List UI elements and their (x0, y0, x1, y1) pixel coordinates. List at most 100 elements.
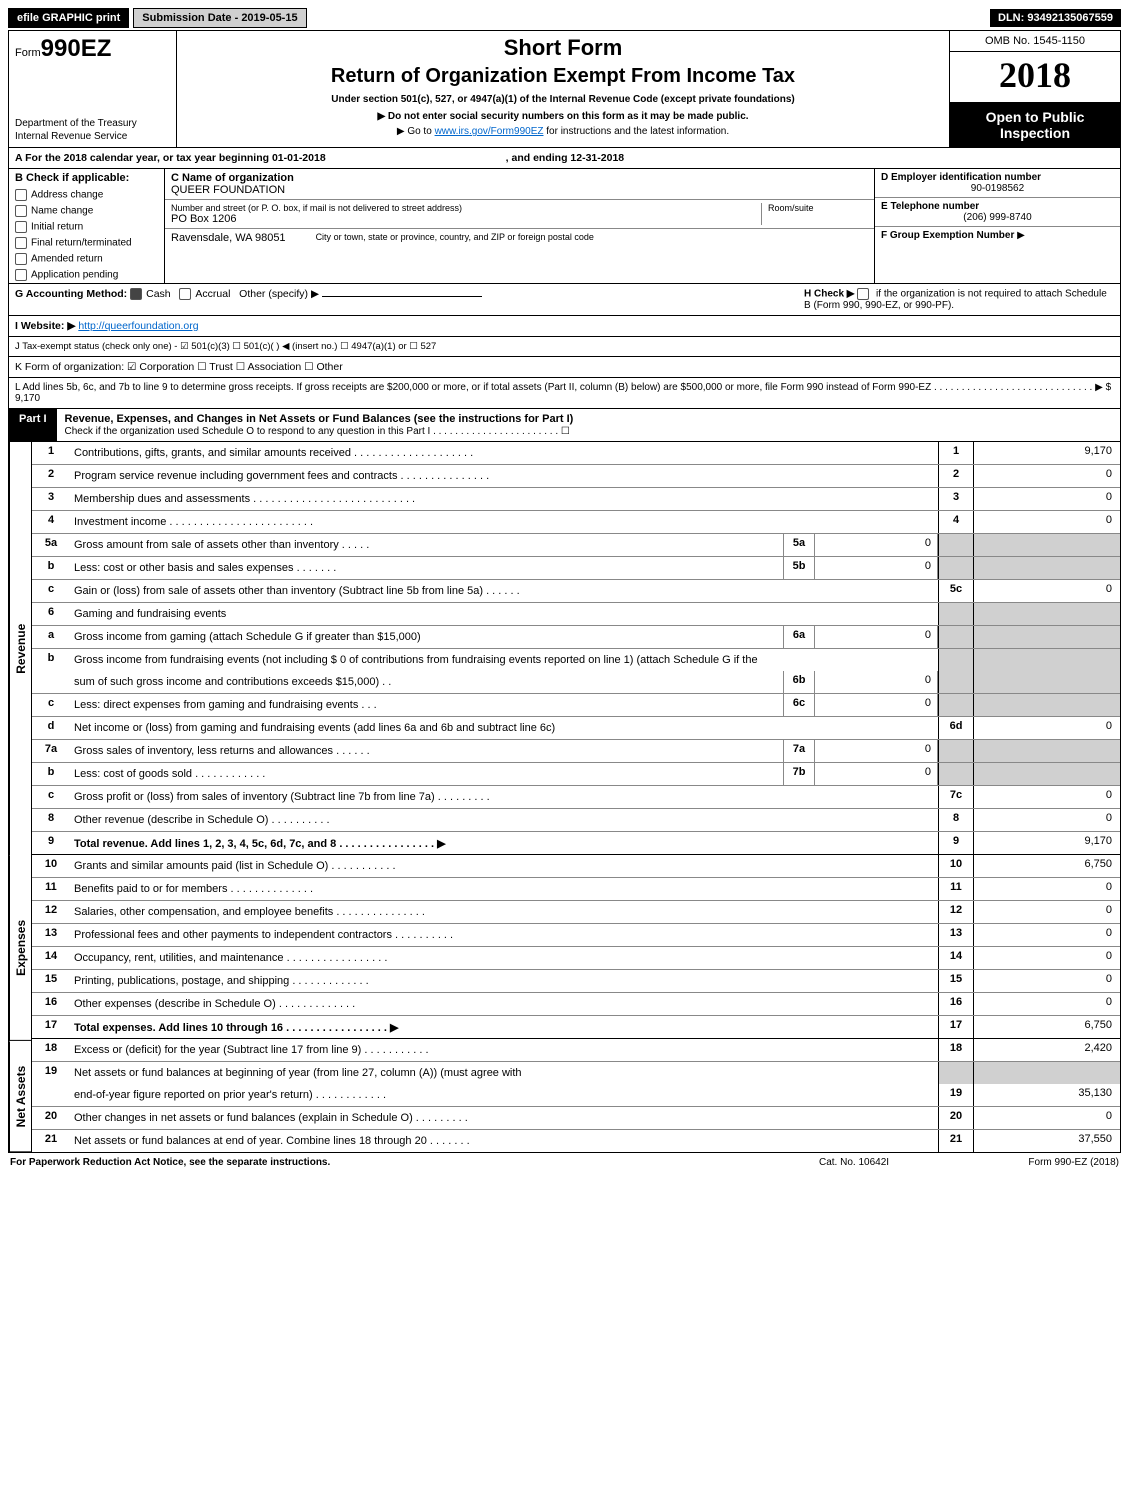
line-19-num (32, 1084, 70, 1106)
line-21-val: 37,550 (974, 1130, 1120, 1152)
irs-link[interactable]: www.irs.gov/Form990EZ (435, 126, 544, 137)
part1-desc: Revenue, Expenses, and Changes in Net As… (57, 409, 1120, 441)
line-20: 20 Other changes in net assets or fund b… (32, 1107, 1120, 1130)
line-16-val: 0 (974, 993, 1120, 1015)
open-line1: Open to Public (952, 109, 1118, 125)
line-13-val: 0 (974, 924, 1120, 946)
accrual-checkbox[interactable] (179, 288, 191, 300)
check-amended-return[interactable]: Amended return (9, 251, 164, 267)
line-13: 13 Professional fees and other payments … (32, 924, 1120, 947)
check-initial-return[interactable]: Initial return (9, 219, 164, 235)
line-11-desc: Benefits paid to or for members . . . . … (70, 878, 938, 900)
efile-print-button[interactable]: efile GRAPHIC print (8, 8, 129, 28)
form-header-mid: Short Form Return of Organization Exempt… (177, 31, 949, 147)
other-label: Other (specify) ▶ (239, 288, 319, 300)
line-11-val: 0 (974, 878, 1120, 900)
check-application-pending[interactable]: Application pending (9, 267, 164, 283)
ein-cell: D Employer identification number 90-0198… (875, 169, 1120, 198)
website-link[interactable]: http://queerfoundation.org (78, 320, 198, 332)
line-21-box: 21 (938, 1130, 974, 1152)
org-name: QUEER FOUNDATION (171, 184, 285, 196)
line-5a-num: 5a (32, 534, 70, 556)
line-6c-num: c (32, 694, 70, 716)
h-checkbox[interactable] (857, 288, 869, 300)
line-4-box: 4 (938, 511, 974, 533)
line-12-val: 0 (974, 901, 1120, 923)
line-19-desc: end-of-year figure reported on prior yea… (70, 1084, 938, 1106)
line-18: 18 Excess or (deficit) for the year (Sub… (32, 1039, 1120, 1062)
line-8-desc: Other revenue (describe in Schedule O) .… (70, 809, 938, 831)
check-final-return[interactable]: Final return/terminated (9, 235, 164, 251)
line-13-num: 13 (32, 924, 70, 946)
line-1-num: 1 (32, 442, 70, 464)
form-note-ssn: ▶ Do not enter social security numbers o… (187, 111, 939, 122)
open-to-public: Open to Public Inspection (950, 103, 1120, 147)
line-6c-greyval (974, 694, 1120, 716)
line-7a-num: 7a (32, 740, 70, 762)
line-5a-greyval (974, 534, 1120, 556)
line-20-num: 20 (32, 1107, 70, 1129)
line-14-box: 14 (938, 947, 974, 969)
line-5a: 5a Gross amount from sale of assets othe… (32, 534, 1120, 557)
line-6a: a Gross income from gaming (attach Sched… (32, 626, 1120, 649)
cal-year-begin: A For the 2018 calendar year, or tax yea… (15, 152, 326, 164)
line-11: 11 Benefits paid to or for members . . .… (32, 878, 1120, 901)
line-9-num: 9 (32, 832, 70, 854)
city-row: Ravensdale, WA 98051 City or town, state… (165, 229, 874, 247)
line-5c-val: 0 (974, 580, 1120, 602)
line-5b-num: b (32, 557, 70, 579)
line-7b-greyval (974, 763, 1120, 785)
line-6bpre-greybox (938, 649, 974, 671)
d-label: D Employer identification number (881, 172, 1114, 183)
line-5c-box: 5c (938, 580, 974, 602)
line-19: end-of-year figure reported on prior yea… (32, 1084, 1120, 1107)
e-value: (206) 999-8740 (881, 212, 1114, 223)
omb-number: OMB No. 1545-1150 (950, 31, 1120, 52)
section-abcdef: B Check if applicable: Address change Na… (8, 169, 1121, 284)
line-21-num: 21 (32, 1130, 70, 1152)
line-13-desc: Professional fees and other payments to … (70, 924, 938, 946)
f-label: F Group Exemption Number (881, 230, 1014, 241)
line-19a-greybox (938, 1062, 974, 1084)
line-10-val: 6,750 (974, 855, 1120, 877)
line-12-num: 12 (32, 901, 70, 923)
group-exemption-cell: F Group Exemption Number ▶ (875, 227, 1120, 244)
check-name-change[interactable]: Name change (9, 203, 164, 219)
line-21-desc: Net assets or fund balances at end of ye… (70, 1130, 938, 1152)
submission-date: Submission Date - 2019-05-15 (133, 8, 306, 28)
department-info: Department of the Treasury Internal Reve… (15, 117, 170, 143)
short-form-label: Short Form (187, 35, 939, 61)
line-4-num: 4 (32, 511, 70, 533)
line-5a-sub: 5a (783, 534, 815, 556)
line-17-box: 17 (938, 1016, 974, 1038)
line-16-box: 16 (938, 993, 974, 1015)
line-5b-subval: 0 (815, 557, 938, 579)
h-label: H Check ▶ (804, 289, 854, 300)
form-title: Return of Organization Exempt From Incom… (187, 65, 939, 88)
line-5b-greybox (938, 557, 974, 579)
check-address-change[interactable]: Address change (9, 187, 164, 203)
line-20-val: 0 (974, 1107, 1120, 1129)
line-5a-desc: Gross amount from sale of assets other t… (70, 534, 783, 556)
line-2-val: 0 (974, 465, 1120, 487)
line-2-box: 2 (938, 465, 974, 487)
line-10: 10 Grants and similar amounts paid (list… (32, 855, 1120, 878)
line-1-val: 9,170 (974, 442, 1120, 464)
part1-tag: Part I (9, 409, 57, 441)
line-6b-greybox (938, 671, 974, 693)
line-7a-greyval (974, 740, 1120, 762)
line-18-box: 18 (938, 1039, 974, 1061)
check-name-change-label: Name change (31, 206, 93, 217)
line-6a-subval: 0 (815, 626, 938, 648)
line-6a-num: a (32, 626, 70, 648)
line-14-desc: Occupancy, rent, utilities, and maintena… (70, 947, 938, 969)
line-11-num: 11 (32, 878, 70, 900)
check-amended-return-label: Amended return (31, 254, 103, 265)
line-2: 2 Program service revenue including gove… (32, 465, 1120, 488)
phone-cell: E Telephone number (206) 999-8740 (875, 198, 1120, 227)
cash-checkbox[interactable] (130, 288, 142, 300)
netassets-vlabel: Net Assets (9, 1041, 32, 1152)
line-20-desc: Other changes in net assets or fund bala… (70, 1107, 938, 1129)
line-7b-num: b (32, 763, 70, 785)
line-7c-num: c (32, 786, 70, 808)
